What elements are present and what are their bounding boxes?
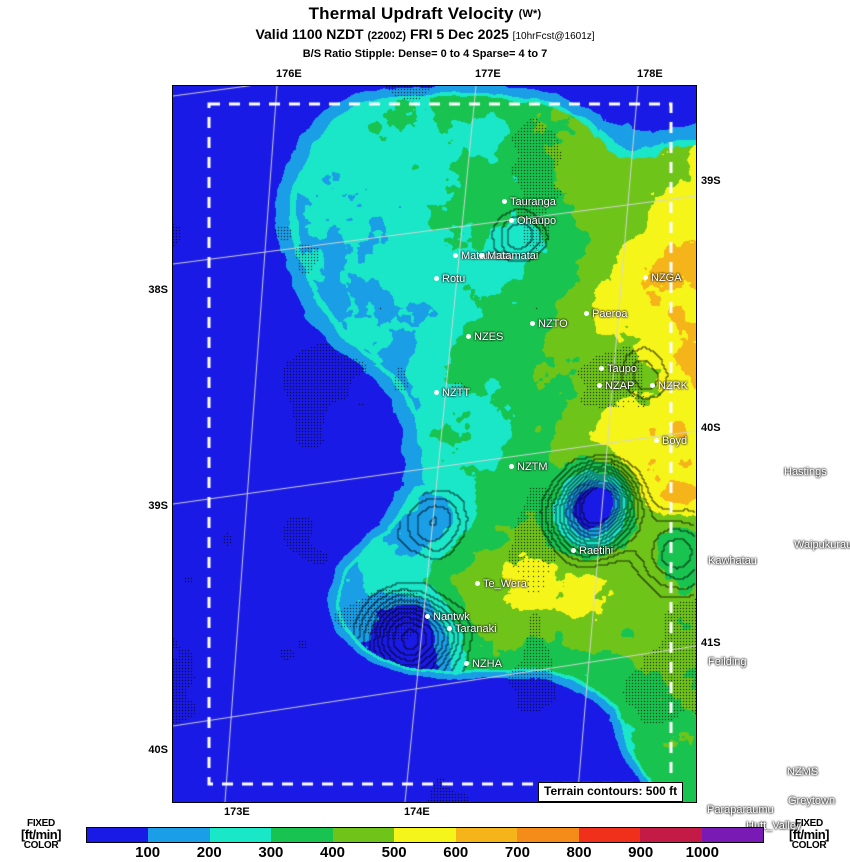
colorbar-color-label-right: COLOR [791, 840, 827, 851]
colorbar-swatch-9 [640, 828, 702, 842]
colorbar-unit-label-right: [ft/min] [788, 827, 830, 842]
colorbar-tick-1000: 1000 [685, 844, 719, 861]
colorbar-tick-400: 400 [320, 844, 346, 861]
valid-time-line: Valid 1100 NZDT (2200Z) FRI 5 Dec 2025 [… [0, 25, 850, 46]
colorbar-tick-600: 600 [443, 844, 469, 861]
colorbar-swatch-1 [148, 828, 210, 842]
colorbar-swatch-3 [271, 828, 333, 842]
colorbar-fixed-label-right: FIXED [795, 818, 823, 829]
thermal-updraft-raster [173, 86, 696, 802]
place-marker-dot-icon [699, 807, 704, 812]
colorbar-swatch-2 [209, 828, 272, 842]
place-label-text: Feilding [708, 656, 747, 668]
colorbar-tick-500: 500 [381, 844, 407, 861]
colorbar-gradient[interactable] [86, 827, 764, 843]
colorbar-swatch-0 [87, 828, 149, 842]
lon-label-173E: 173E [224, 806, 250, 818]
colorbar-tick-700: 700 [504, 844, 530, 861]
colorbar-tick-900: 900 [628, 844, 654, 861]
lon-label-174E: 174E [404, 806, 430, 818]
forecast-tag: [10hrFcst@1601z] [512, 31, 595, 42]
lon-label-178E: 178E [637, 68, 663, 80]
place-marker-dot-icon [700, 558, 705, 563]
lat-label-right-41S: 41S [701, 637, 721, 649]
main-title-text: Thermal Updraft Velocity [308, 4, 514, 23]
colorbar-units-right: FIXED [ft/min] COLOR [774, 818, 844, 851]
main-title-suffix: (W*) [518, 8, 542, 20]
map-place-feilding: Feilding [700, 657, 747, 668]
map-place-paraparaumu: Paraparaumu [699, 805, 774, 816]
colorbar-tick-800: 800 [566, 844, 592, 861]
colorbar-block: FIXED [ft/min] COLOR 100 200 300 400 500 600 7… [0, 818, 850, 862]
place-marker-dot-icon [700, 659, 705, 664]
lat-label-left-39S: 39S [148, 500, 168, 512]
place-marker-dot-icon [776, 469, 781, 474]
map-place-nzms: NZMS [779, 767, 818, 778]
map-place-waipukurau: Waipukurau [786, 540, 850, 551]
map-place-hastings: Hastings [776, 467, 827, 478]
lat-label-right-39S: 39S [701, 175, 721, 187]
place-label-text: Paraparaumu [707, 804, 774, 816]
colorbar-swatch-5 [394, 828, 456, 842]
colorbar-tick-100: 100 [135, 844, 161, 861]
terrain-contour-note: Terrain contours: 500 ft [538, 782, 684, 802]
colorbar-swatch-4 [332, 828, 395, 842]
colorbar-swatch-7 [517, 828, 579, 842]
place-label-text: Greytown [788, 795, 836, 807]
colorbar-swatch-8 [578, 828, 641, 842]
weather-map[interactable] [172, 85, 697, 803]
colorbar-color-label-left: COLOR [23, 840, 59, 851]
page-title: Thermal Updraft Velocity (W*) [0, 4, 850, 24]
lat-label-right-40S: 40S [701, 422, 721, 434]
colorbar-fixed-label-left: FIXED [27, 818, 55, 829]
title-block: Thermal Updraft Velocity (W*) Valid 1100… [0, 0, 850, 61]
colorbar-tick-300: 300 [258, 844, 284, 861]
map-place-kawhatau: Kawhatau [700, 556, 757, 567]
valid-prefix: Valid 1100 NZDT [255, 26, 364, 42]
place-marker-dot-icon [780, 798, 785, 803]
lat-label-left-40S: 40S [148, 744, 168, 756]
colorbar-swatch-6 [455, 828, 518, 842]
lon-label-176E: 176E [276, 68, 302, 80]
colorbar-unit-label-left: [ft/min] [20, 827, 62, 842]
colorbar-tick-200: 200 [196, 844, 222, 861]
valid-utc: (2200Z) [367, 30, 407, 42]
place-label-text: Kawhatau [708, 555, 757, 567]
map-place-greytown: Greytown [780, 796, 835, 807]
place-marker-dot-icon [786, 542, 791, 547]
valid-date: FRI 5 Dec 2025 [409, 26, 509, 42]
lon-label-177E: 177E [475, 68, 501, 80]
colorbar-units-left: FIXED [ft/min] COLOR [6, 818, 76, 851]
place-marker-dot-icon [779, 769, 784, 774]
colorbar-swatch-10 [701, 828, 763, 842]
stipple-legend: B/S Ratio Stipple: Dense= 0 to 4 Sparse=… [302, 48, 548, 60]
colorbar-tick-labels: 100 200 300 400 500 600 700 800 900 1000 [86, 844, 764, 862]
lat-label-left-38S: 38S [148, 284, 168, 296]
place-label-text: Hastings [784, 466, 827, 478]
place-label-text: Waipukurau [794, 539, 850, 551]
place-label-text: NZMS [787, 766, 819, 778]
